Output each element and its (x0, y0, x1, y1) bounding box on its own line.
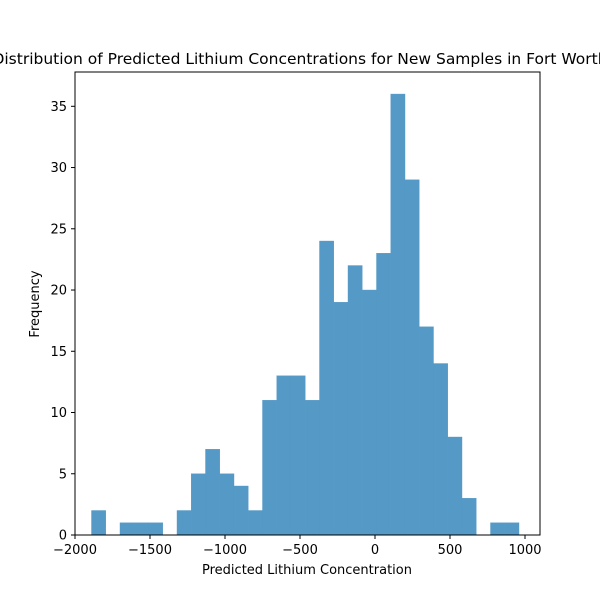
histogram-bar (176, 510, 192, 536)
histogram-bar (433, 363, 448, 536)
y-tick-label: 25 (50, 222, 67, 237)
x-axis-ticks: −2000 −1500 −1000 −500 0 500 1000 (53, 535, 542, 558)
x-tick-label: −2000 (53, 543, 97, 558)
histogram-bar (419, 326, 434, 536)
histogram-bar (347, 265, 363, 536)
histogram-bar (362, 289, 377, 536)
y-axis-label: Frequency (28, 270, 43, 337)
y-tick-label: 0 (59, 529, 67, 544)
y-tick-label: 10 (50, 406, 67, 421)
histogram-bar (319, 240, 334, 536)
x-tick-label: −500 (282, 543, 318, 558)
histogram-bar (461, 498, 477, 536)
histogram-bar (219, 473, 235, 536)
histogram-bar (148, 522, 163, 536)
histogram-bar (205, 449, 220, 536)
x-axis-label: Predicted Lithium Concentration (202, 563, 412, 578)
histogram-bar (390, 93, 406, 536)
histogram-bar (191, 473, 206, 536)
y-tick-label: 35 (50, 100, 67, 115)
histogram-bar (248, 510, 263, 536)
histogram-bar (262, 400, 277, 536)
y-axis-ticks: 0 5 10 15 20 25 30 35 (50, 100, 75, 544)
plot-frame (74, 71, 541, 536)
histogram-bar (233, 485, 249, 536)
histogram-bar (376, 253, 391, 536)
x-tick-label: −1500 (128, 543, 172, 558)
x-tick-label: 500 (438, 543, 463, 558)
x-tick-label: 1000 (508, 543, 541, 558)
y-tick-label: 20 (50, 284, 67, 299)
bars-group (91, 93, 520, 536)
histogram-bar (447, 436, 463, 536)
chart-title: Distribution of Predicted Lithium Concen… (0, 50, 600, 68)
histogram-bar (404, 179, 420, 536)
histogram-bar (333, 302, 349, 536)
x-tick-label: 0 (371, 543, 379, 558)
histogram-bar (91, 510, 106, 536)
histogram-bar (134, 522, 149, 536)
y-tick-label: 5 (59, 467, 67, 482)
histogram-bar (490, 522, 505, 536)
histogram-bar (305, 400, 320, 536)
histogram-bar (276, 375, 292, 536)
histogram-bar (290, 375, 306, 536)
histogram-bar (119, 522, 135, 536)
x-tick-label: −1000 (203, 543, 247, 558)
y-tick-label: 30 (50, 161, 67, 176)
y-tick-label: 15 (50, 345, 67, 360)
histogram-bar (504, 522, 520, 536)
